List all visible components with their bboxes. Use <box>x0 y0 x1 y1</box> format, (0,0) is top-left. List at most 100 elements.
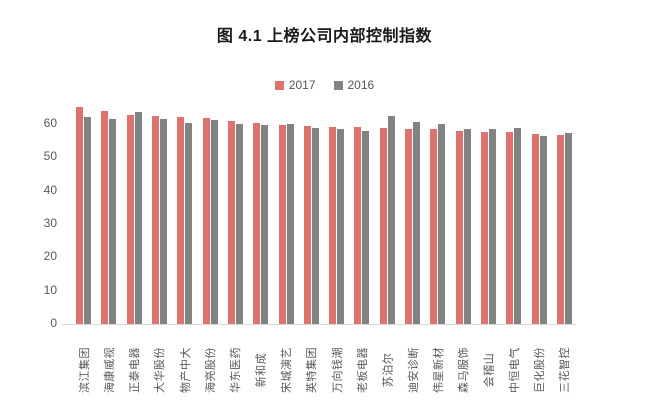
legend-label-2017: 2017 <box>288 78 316 92</box>
chart-legend: 2017 2016 <box>0 78 649 92</box>
x-label-text: 大华股份 <box>154 347 167 393</box>
bar-2017 <box>126 115 134 324</box>
bar-group-会稽山 <box>481 129 496 324</box>
bar-group-大华股份 <box>151 116 167 324</box>
bar-2016 <box>564 133 572 324</box>
bar-2016 <box>463 129 471 324</box>
bar-group-迪安诊断 <box>405 122 421 324</box>
y-tick-label-30: 30 <box>43 216 57 230</box>
bar-2017 <box>531 134 539 324</box>
x-label-三花智控: 三花智控 <box>557 328 572 412</box>
x-label-text: 新和成 <box>255 352 268 388</box>
bar-2016 <box>489 129 496 324</box>
bar-2017 <box>481 132 488 324</box>
bar-2017 <box>101 111 109 324</box>
bar-2017 <box>455 131 463 324</box>
x-label-万向钱潮: 万向钱潮 <box>329 328 344 412</box>
bar-2016 <box>387 116 395 324</box>
bar-group-新和成 <box>253 123 269 324</box>
bar-2017 <box>253 123 261 324</box>
y-tick-label-50: 50 <box>43 149 57 164</box>
bar-2016 <box>337 129 345 324</box>
x-label-巨化股份: 巨化股份 <box>532 328 547 412</box>
x-label-text: 迪安诊断 <box>407 347 420 393</box>
y-tick-label-10: 10 <box>43 282 57 297</box>
x-axis-line <box>62 324 576 325</box>
x-label-text: 森马服饰 <box>458 347 471 393</box>
bar-group-滨江集团 <box>76 107 91 324</box>
bar-2017 <box>278 125 286 324</box>
bar-2016 <box>311 128 319 324</box>
x-label-text: 苏泊尔 <box>382 352 395 388</box>
x-label-text: 中恒电气 <box>508 347 521 393</box>
x-label-英特集团: 英特集团 <box>304 328 319 412</box>
bar-2016 <box>514 128 522 324</box>
bar-2016 <box>539 136 547 324</box>
y-tick-label-40: 40 <box>43 182 57 197</box>
bar-group-中恒电气 <box>506 128 522 324</box>
bar-group-物产中大 <box>177 117 193 324</box>
bar-2016 <box>261 125 269 324</box>
bar-2017 <box>405 129 413 324</box>
x-label-新和成: 新和成 <box>253 328 268 412</box>
x-label-中恒电气: 中恒电气 <box>506 328 521 412</box>
bar-group-海亮股份 <box>202 118 218 324</box>
bar-2017 <box>379 128 387 324</box>
legend-swatch-2016-icon <box>333 80 343 90</box>
bar-2017 <box>202 118 210 324</box>
x-label-text: 伟星新材 <box>432 347 445 393</box>
x-label-text: 英特集团 <box>306 347 319 393</box>
bar-group-巨化股份 <box>531 134 547 324</box>
x-label-迪安诊断: 迪安诊断 <box>405 328 420 412</box>
bar-2017 <box>354 127 362 324</box>
bar-2017 <box>177 117 185 324</box>
x-label-text: 滨江集团 <box>78 347 91 393</box>
bar-group-正泰电器 <box>126 112 142 324</box>
y-tick-label-20: 20 <box>43 249 57 264</box>
x-label-会稽山: 会稽山 <box>481 328 496 412</box>
bar-2017 <box>506 132 514 324</box>
x-label-大华股份: 大华股份 <box>152 328 167 412</box>
bar-group-伟星新材 <box>430 124 446 324</box>
x-label-苏泊尔: 苏泊尔 <box>380 328 395 412</box>
x-label-text: 物产中大 <box>179 347 192 393</box>
x-label-华东医药: 华东医药 <box>228 328 243 412</box>
bar-2017 <box>329 127 337 324</box>
x-label-text: 正泰电器 <box>129 347 142 393</box>
legend-item-2017: 2017 <box>274 78 316 92</box>
y-tick-label-60: 60 <box>43 116 57 130</box>
bar-2016 <box>210 120 218 324</box>
bar-group-海康威视 <box>101 111 117 324</box>
x-label-text: 海康威视 <box>103 347 116 393</box>
bar-2017 <box>430 129 438 324</box>
bar-group-宋城演艺 <box>278 124 294 324</box>
bar-2016 <box>286 124 294 324</box>
chart-title: 图 4.1 上榜公司内部控制指数 <box>216 28 433 45</box>
bar-2016 <box>235 124 243 324</box>
bar-2016 <box>362 131 370 324</box>
x-label-老板电器: 老板电器 <box>354 328 369 412</box>
bar-2017 <box>227 121 235 324</box>
x-label-森马服饰: 森马服饰 <box>456 328 471 412</box>
y-tick-label-0: 0 <box>50 316 57 330</box>
bar-2016 <box>109 119 117 324</box>
bar-group-华东医药 <box>227 121 243 324</box>
x-label-text: 华东医药 <box>230 347 243 393</box>
bar-2016 <box>134 112 142 324</box>
bar-group-老板电器 <box>354 127 370 324</box>
bar-2017 <box>556 135 564 324</box>
plot-area <box>76 104 572 324</box>
bar-group-森马服饰 <box>455 129 471 324</box>
legend-swatch-2017-icon <box>274 80 284 90</box>
bar-group-三花智控 <box>556 133 572 324</box>
x-label-物产中大: 物产中大 <box>177 328 192 412</box>
x-axis-labels: 滨江集团 海康威视 正泰电器 大华股份 物产中大 海亮股份 华东医药 新和成 宋城演艺 英特集团万… <box>76 328 572 412</box>
x-label-text: 万向钱潮 <box>331 347 344 393</box>
x-label-海亮股份: 海亮股份 <box>203 328 218 412</box>
bar-2016 <box>185 123 193 324</box>
x-label-text: 海亮股份 <box>205 347 218 393</box>
x-label-滨江集团: 滨江集团 <box>76 328 91 412</box>
x-label-海康威视: 海康威视 <box>101 328 116 412</box>
x-label-伟星新材: 伟星新材 <box>430 328 445 412</box>
x-label-text: 三花智控 <box>559 347 572 393</box>
